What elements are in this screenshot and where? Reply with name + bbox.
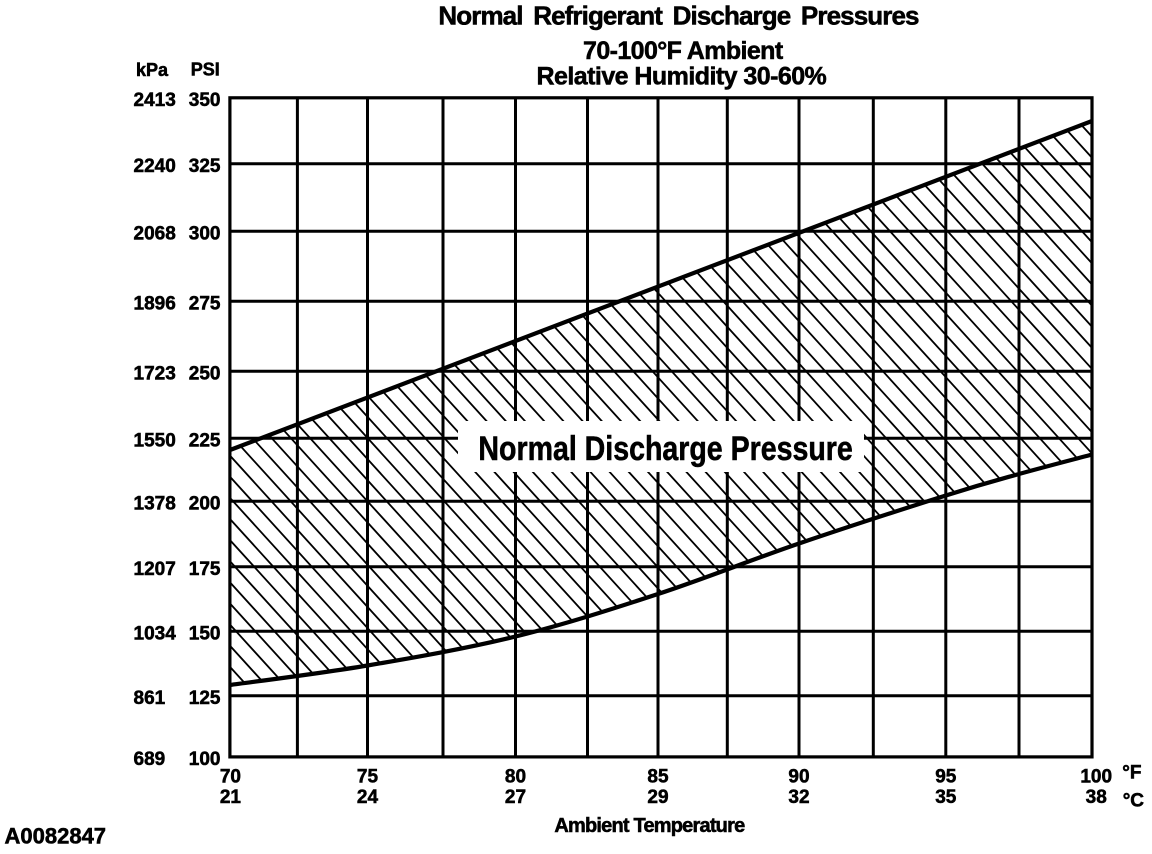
svg-text:275: 275	[189, 294, 221, 315]
svg-text:PSI: PSI	[191, 59, 220, 79]
svg-text:300: 300	[189, 224, 221, 245]
svg-text:Normal Discharge Pressure: Normal Discharge Pressure	[478, 429, 852, 467]
svg-text:2240: 2240	[134, 156, 176, 177]
svg-text:Normal Refrigerant Discharge: Normal Refrigerant Discharge Pressures	[438, 1, 919, 31]
svg-text:Relative Humidity 30-60%: Relative Humidity 30-60%	[537, 62, 827, 90]
svg-text:1378: 1378	[134, 494, 176, 515]
svg-text:29: 29	[647, 787, 668, 808]
svg-text:1034: 1034	[134, 623, 177, 644]
svg-text:2068: 2068	[134, 224, 176, 245]
svg-text:Ambient Temperature: Ambient Temperature	[554, 815, 745, 837]
svg-text:85: 85	[647, 767, 669, 788]
svg-text:2413: 2413	[134, 90, 176, 111]
svg-text:325: 325	[189, 156, 221, 177]
svg-text:70-100°F Ambient: 70-100°F Ambient	[583, 37, 784, 65]
svg-text:150: 150	[189, 623, 221, 644]
svg-text:200: 200	[189, 494, 221, 515]
svg-text:95: 95	[935, 767, 957, 788]
svg-text:90: 90	[788, 767, 809, 788]
svg-text:1207: 1207	[134, 559, 176, 580]
svg-text:225: 225	[189, 430, 221, 451]
svg-text:100: 100	[189, 749, 221, 770]
svg-text:75: 75	[357, 767, 379, 788]
svg-text:1550: 1550	[134, 430, 176, 451]
svg-text:1723: 1723	[134, 364, 176, 385]
svg-text:1896: 1896	[134, 294, 176, 315]
svg-text:32: 32	[788, 787, 809, 808]
svg-text:kPa: kPa	[136, 60, 169, 80]
svg-text:70: 70	[220, 767, 241, 788]
svg-text:21: 21	[220, 787, 242, 808]
svg-text:250: 250	[189, 364, 221, 385]
svg-text:689: 689	[134, 749, 166, 770]
svg-text:A0082847: A0082847	[5, 823, 107, 848]
svg-text:350: 350	[189, 90, 221, 111]
svg-text:125: 125	[189, 688, 221, 709]
svg-text:100: 100	[1080, 767, 1112, 788]
svg-text:°F: °F	[1122, 763, 1141, 784]
svg-text:80: 80	[505, 767, 526, 788]
svg-text:°C: °C	[1123, 791, 1145, 812]
svg-text:27: 27	[505, 787, 526, 808]
svg-text:38: 38	[1086, 787, 1107, 808]
svg-text:24: 24	[357, 787, 379, 808]
svg-text:861: 861	[134, 688, 166, 709]
svg-text:35: 35	[935, 787, 957, 808]
svg-text:175: 175	[189, 559, 221, 580]
